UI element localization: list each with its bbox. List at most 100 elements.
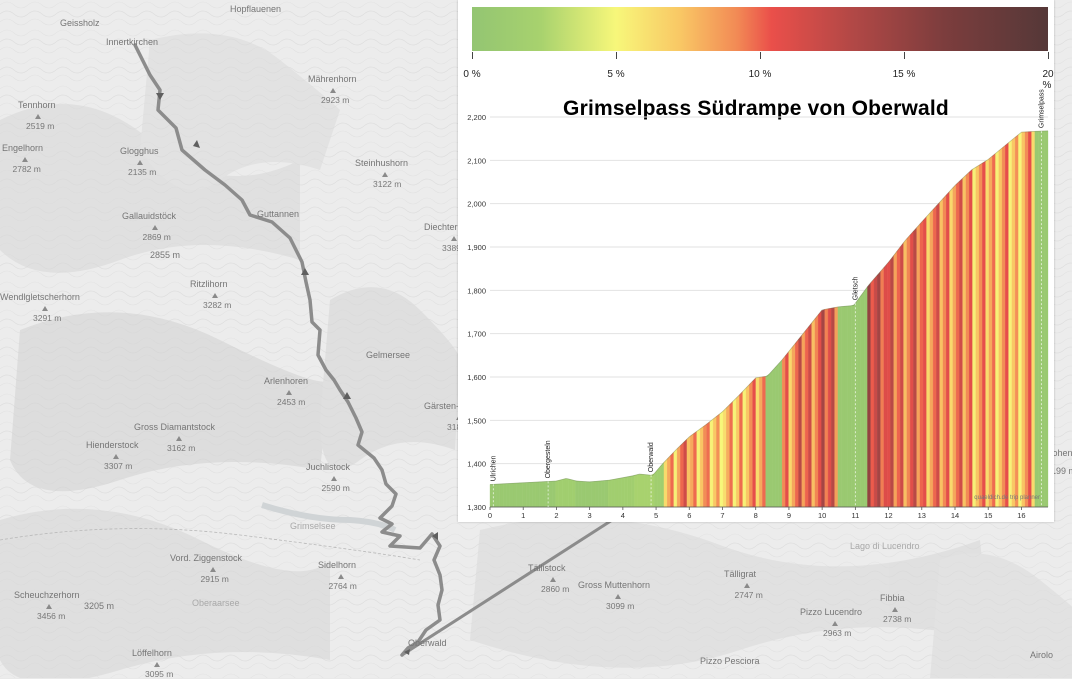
profile-segment — [660, 461, 665, 508]
profile-segment — [834, 306, 839, 508]
legend-tick-label: 0 % — [463, 69, 481, 80]
map-label-airolo: Airolo — [1030, 650, 1054, 660]
profile-segment — [988, 155, 993, 508]
profile-segment — [670, 451, 674, 508]
profile-segment — [686, 435, 691, 508]
profile-segment — [709, 418, 714, 508]
profile-segment — [978, 162, 983, 508]
profile-segment — [729, 400, 734, 508]
map-label-scheuchzerhorn: Scheuchzerhorn — [14, 590, 80, 600]
x-tick-label: 16 — [1017, 511, 1025, 520]
profile-segment — [1028, 131, 1032, 508]
profile-segment — [535, 481, 540, 508]
x-tick-label: 6 — [687, 511, 691, 520]
profile-segment — [841, 306, 845, 508]
x-tick-label: 1 — [521, 511, 525, 520]
profile-segment — [965, 171, 970, 508]
profile-segment — [571, 479, 576, 508]
profile-segment — [516, 482, 520, 508]
peak-icon — [451, 236, 457, 241]
profile-segment — [617, 477, 622, 508]
profile-segment — [952, 184, 957, 508]
profile-segment — [860, 290, 865, 508]
map-elevation-label: 2915 m — [200, 574, 229, 584]
x-tick-label: 15 — [984, 511, 992, 520]
y-tick-label: 1,500 — [467, 416, 486, 425]
map-label-hopflauenen: Hopflauenen — [230, 4, 282, 14]
profile-segment — [844, 305, 848, 508]
profile-segment — [529, 482, 533, 508]
legend-tick-mark — [1048, 52, 1049, 59]
x-tick-label: 14 — [951, 511, 959, 520]
profile-segment — [650, 473, 655, 508]
profile-segment — [732, 397, 737, 508]
map-label-lago-di-lucendro: Lago di Lucendro — [850, 541, 920, 551]
x-tick-label: 7 — [720, 511, 724, 520]
map-elevation-label: 3291 m — [33, 313, 62, 323]
waypoint-label: Gletsch — [852, 276, 859, 300]
map-elevation-label: 3099 m — [606, 601, 635, 611]
profile-segment — [1015, 134, 1019, 508]
profile-segment — [949, 187, 953, 508]
legend-tick-label: 15 % — [892, 69, 916, 80]
map-label-engelhorn: Engelhorn — [2, 143, 44, 153]
profile-segment — [745, 384, 750, 508]
profile-segment — [811, 318, 816, 508]
profile-segment — [680, 441, 684, 508]
map-label-3199-m: 3199 m — [1046, 466, 1072, 476]
profile-segment — [755, 377, 760, 508]
profile-segment — [801, 330, 806, 508]
waypoint-label: Obergesteln — [545, 440, 552, 478]
map-elevation-label: 3282 m — [203, 300, 232, 310]
profile-segment — [699, 426, 704, 508]
profile-segment — [657, 465, 661, 508]
profile-segment — [1001, 145, 1006, 508]
map-label-gross-diamantstock: Gross Diamantstock — [134, 422, 216, 432]
profile-segment — [932, 205, 937, 508]
legend-tick-label: 5 % — [607, 69, 625, 80]
profile-segment — [594, 480, 599, 508]
legend-tick-mark — [472, 52, 473, 59]
profile-segment — [1011, 136, 1016, 508]
profile-segment — [489, 484, 494, 508]
profile-segment — [791, 342, 796, 508]
profile-segment — [850, 304, 855, 508]
map-elevation-label: 2869 m — [142, 232, 171, 242]
map-label-sidelhorn: Sidelhorn — [318, 560, 357, 570]
map-label-t-llistock: Tällistock — [528, 563, 566, 573]
profile-segment — [1005, 142, 1009, 508]
profile-segment — [525, 482, 530, 508]
profile-segment — [942, 194, 947, 508]
y-tick-label: 2,100 — [467, 156, 486, 165]
peak-icon — [286, 390, 292, 395]
y-tick-label: 2,200 — [467, 113, 486, 122]
y-tick-label: 1,800 — [467, 286, 486, 295]
profile-segment — [634, 474, 638, 508]
y-tick-label: 1,700 — [467, 330, 486, 339]
profile-segment — [854, 299, 858, 508]
map-label-g-rsten-h-rner: Gärsten-Hörner — [424, 401, 487, 411]
profile-segment — [548, 481, 553, 508]
profile-segment — [887, 259, 891, 508]
profile-segment — [722, 407, 727, 508]
peak-icon — [154, 662, 160, 667]
peak-icon — [137, 160, 143, 165]
peak-icon — [21, 157, 28, 162]
map-elevation-label: 3456 m — [37, 611, 66, 621]
x-tick-label: 2 — [554, 511, 558, 520]
map-elevation-label: 3122 m — [373, 179, 402, 189]
profile-segment — [663, 458, 668, 508]
profile-segment — [998, 147, 1003, 508]
map-label-t-lligrat: Tälligrat — [724, 569, 757, 579]
profile-segment — [870, 278, 875, 508]
profile-segment — [923, 216, 927, 508]
profile-segment — [644, 474, 648, 508]
waypoint-label: Grimselpass — [1038, 89, 1045, 128]
route-line[interactable] — [133, 43, 444, 657]
map-elevation-label: 3307 m — [104, 461, 133, 471]
legend-tick-label: 10 % — [748, 69, 772, 80]
profile-segment — [683, 438, 688, 508]
profile-segment — [1044, 130, 1049, 508]
profile-segment — [765, 374, 770, 508]
profile-outline — [489, 130, 1049, 485]
